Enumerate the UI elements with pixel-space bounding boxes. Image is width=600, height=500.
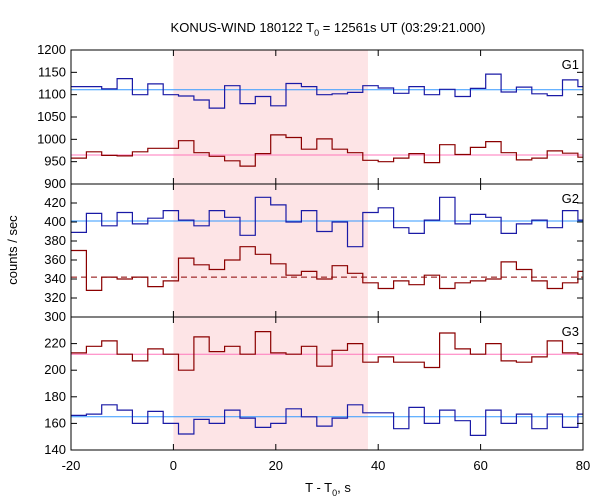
y-tick-label: 950 [44,154,66,169]
panel-label: G3 [562,324,579,339]
y-tick-label: 1150 [38,64,66,79]
y-tick-label: 200 [44,362,66,377]
y-tick-label: 400 [44,214,66,229]
x-tick-label: 0 [170,458,177,473]
panel-frame-g3 [70,316,584,451]
plot-area: 900 950 1000 1050 1100 1150 1200 G1 300 320 340 360… [37,42,590,473]
x-tick-label: 40 [371,458,385,473]
x-axis-label: T - T0, s [305,480,351,498]
y-axis-label: counts / sec [5,215,20,285]
series-g1-2 [71,134,583,167]
y-tick-label: 380 [44,233,66,248]
y-tick-label: 160 [44,415,66,430]
y-tick-label: 180 [44,389,66,404]
y-tick-label: 220 [44,336,66,351]
chart-title: KONUS-WIND 180122 T0 = 12561s UT (03:29:… [171,20,486,38]
series-g3-2 [71,404,583,436]
x-tick-label: 80 [576,458,590,473]
x-tick-label: 20 [269,458,283,473]
panel-label: G1 [562,57,579,72]
y-tick-label: 420 [44,195,66,210]
shaded-interval [173,50,368,450]
x-tick-label: 60 [473,458,487,473]
y-tick-label: 900 [44,176,66,191]
y-tick-label: 300 [44,309,66,324]
panel-label: G2 [562,191,579,206]
series-g2-1 [71,196,583,248]
y-tick-label: 340 [44,271,66,286]
y-tick-label: 320 [44,290,66,305]
y-tick-label: 1000 [37,131,66,146]
series-g3-1 [71,331,583,371]
y-tick-label: 1050 [37,109,66,124]
y-tick-label: 360 [44,252,66,267]
y-tick-label: 140 [44,442,66,457]
y-tick-label: 1200 [37,42,66,57]
y-tick-label: 1100 [38,87,66,102]
series-g2-2 [71,246,583,291]
x-tick-label: -20 [62,458,81,473]
series-g1-1 [71,73,583,109]
